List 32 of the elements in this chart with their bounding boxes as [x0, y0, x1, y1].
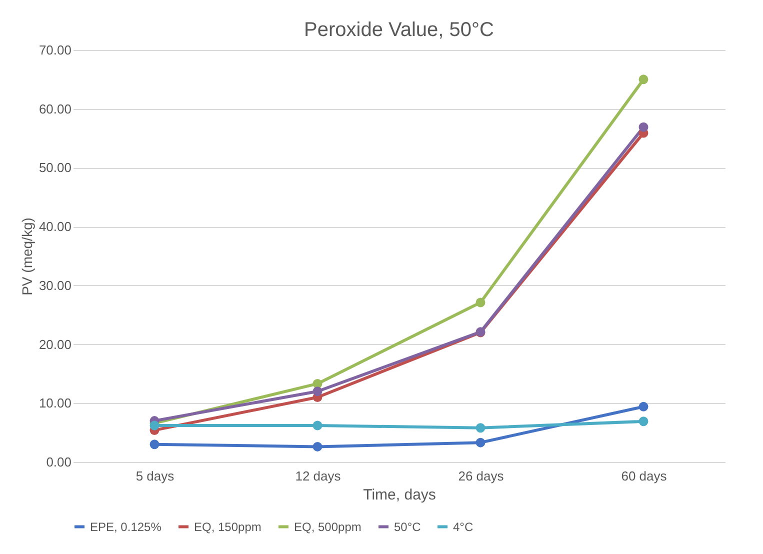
- y-tick-label: 40.00: [38, 219, 72, 234]
- y-tick-label: 10.00: [38, 396, 72, 411]
- point: [312, 420, 322, 430]
- point: [150, 440, 160, 450]
- point: [476, 423, 486, 433]
- point: [150, 420, 160, 430]
- legend-label: EQ, 500ppm: [294, 520, 362, 534]
- point: [476, 438, 486, 448]
- point: [638, 74, 648, 84]
- point: [312, 442, 322, 452]
- y-tick-label: 50.00: [38, 160, 72, 176]
- point: [476, 298, 486, 308]
- y-axis-title: PV (meq/kg): [18, 218, 35, 296]
- y-tick-label: 0.00: [46, 454, 72, 470]
- legend-label: EPE, 0.125%: [90, 520, 162, 534]
- legend-label: EQ, 150ppm: [194, 520, 262, 534]
- y-tick-label: 30.00: [38, 278, 72, 293]
- y-tick-label: 60.00: [38, 101, 72, 116]
- x-tick-label: 5 days: [136, 468, 175, 484]
- x-tick-label: 12 days: [295, 468, 342, 484]
- x-axis-title: Time, days: [363, 486, 436, 504]
- point: [638, 402, 648, 412]
- y-tick-label: 20.00: [38, 336, 72, 352]
- chart-title: Peroxide Value, 50°C: [304, 19, 494, 41]
- point: [638, 416, 648, 426]
- legend-label: 50°C: [394, 520, 422, 534]
- legend-label: 4°C: [453, 520, 474, 534]
- y-tick-label: 70.00: [38, 42, 72, 58]
- point: [638, 122, 648, 132]
- x-tick-label: 26 days: [458, 468, 504, 484]
- point: [312, 386, 322, 396]
- x-tick-label: 60 days: [621, 468, 668, 484]
